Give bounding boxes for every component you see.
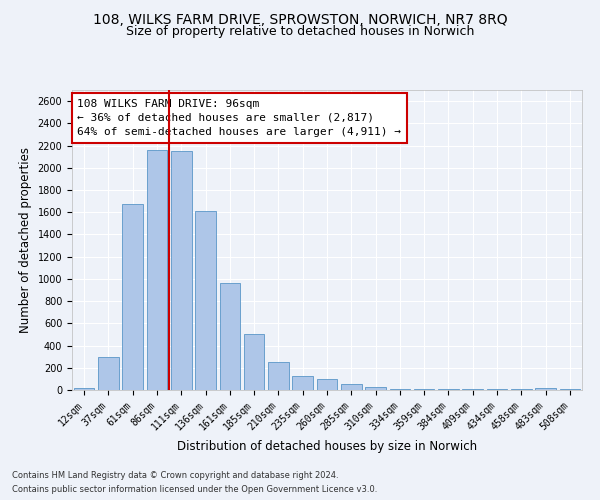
Y-axis label: Number of detached properties: Number of detached properties (19, 147, 32, 333)
Text: 108, WILKS FARM DRIVE, SPROWSTON, NORWICH, NR7 8RQ: 108, WILKS FARM DRIVE, SPROWSTON, NORWIC… (92, 12, 508, 26)
X-axis label: Distribution of detached houses by size in Norwich: Distribution of detached houses by size … (177, 440, 477, 453)
Text: Size of property relative to detached houses in Norwich: Size of property relative to detached ho… (126, 25, 474, 38)
Bar (292, 376, 313, 390)
Text: Contains public sector information licensed under the Open Government Licence v3: Contains public sector information licen… (12, 486, 377, 494)
Bar (317, 379, 337, 390)
Bar (171, 150, 191, 390)
Bar (122, 204, 143, 390)
Bar (220, 284, 240, 390)
Bar (535, 388, 556, 390)
Bar (146, 150, 167, 390)
Bar (414, 388, 434, 390)
Text: 108 WILKS FARM DRIVE: 96sqm
← 36% of detached houses are smaller (2,817)
64% of : 108 WILKS FARM DRIVE: 96sqm ← 36% of det… (77, 99, 401, 137)
Text: Contains HM Land Registry data © Crown copyright and database right 2024.: Contains HM Land Registry data © Crown c… (12, 470, 338, 480)
Bar (389, 388, 410, 390)
Bar (74, 388, 94, 390)
Bar (244, 334, 265, 390)
Bar (341, 384, 362, 390)
Bar (463, 389, 483, 390)
Bar (98, 356, 119, 390)
Bar (268, 362, 289, 390)
Bar (195, 211, 216, 390)
Bar (365, 386, 386, 390)
Bar (438, 389, 459, 390)
